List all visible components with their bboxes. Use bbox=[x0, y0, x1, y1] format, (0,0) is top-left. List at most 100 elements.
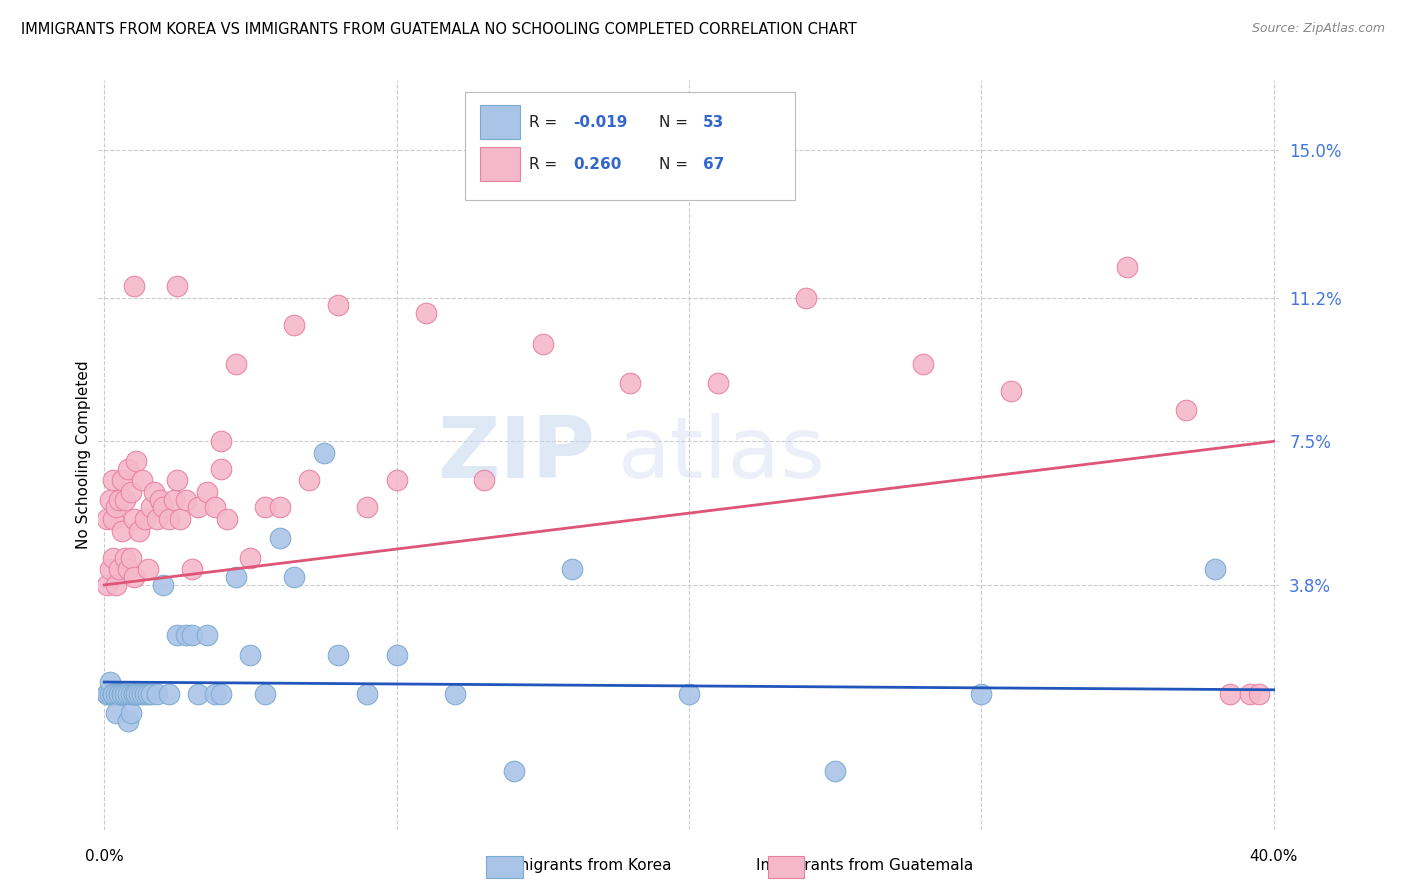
Point bbox=[108, 562, 131, 576]
Point bbox=[356, 500, 378, 515]
Point bbox=[117, 461, 139, 475]
Point bbox=[117, 714, 139, 728]
Point bbox=[101, 512, 124, 526]
Point bbox=[146, 512, 169, 526]
Point bbox=[312, 446, 335, 460]
Point bbox=[122, 687, 145, 701]
Point bbox=[128, 687, 150, 701]
Point bbox=[114, 687, 136, 701]
Point bbox=[1219, 687, 1241, 701]
Point bbox=[1116, 260, 1139, 274]
Point bbox=[225, 357, 247, 371]
Point bbox=[120, 706, 142, 720]
Point bbox=[108, 492, 131, 507]
Point bbox=[1000, 384, 1022, 398]
Point bbox=[157, 512, 180, 526]
Point bbox=[415, 306, 437, 320]
Point bbox=[149, 492, 172, 507]
Point bbox=[122, 512, 145, 526]
Point bbox=[134, 512, 156, 526]
Text: atlas: atlas bbox=[619, 413, 827, 497]
Point bbox=[166, 628, 188, 642]
Point bbox=[120, 484, 142, 499]
Text: ZIP: ZIP bbox=[437, 413, 595, 497]
Point bbox=[239, 648, 262, 662]
Point bbox=[114, 492, 136, 507]
Text: IMMIGRANTS FROM KOREA VS IMMIGRANTS FROM GUATEMALA NO SCHOOLING COMPLETED CORREL: IMMIGRANTS FROM KOREA VS IMMIGRANTS FROM… bbox=[21, 22, 856, 37]
Point bbox=[125, 454, 148, 468]
Point bbox=[174, 492, 197, 507]
Point bbox=[125, 687, 148, 701]
Point bbox=[209, 434, 232, 449]
Point bbox=[131, 473, 153, 487]
Text: Immigrants from Guatemala: Immigrants from Guatemala bbox=[756, 858, 973, 872]
Point bbox=[1204, 562, 1226, 576]
Point bbox=[98, 492, 121, 507]
Point bbox=[96, 512, 118, 526]
Point bbox=[114, 687, 136, 701]
Point bbox=[96, 687, 118, 701]
Point bbox=[117, 687, 139, 701]
Point bbox=[911, 357, 934, 371]
Point bbox=[187, 500, 209, 515]
Point bbox=[561, 562, 583, 576]
Point bbox=[181, 562, 204, 576]
Point bbox=[254, 687, 277, 701]
Point bbox=[136, 687, 159, 701]
Point bbox=[104, 500, 127, 515]
Text: N =: N = bbox=[659, 115, 693, 129]
Point bbox=[1239, 687, 1261, 701]
Point bbox=[239, 550, 262, 565]
Point bbox=[122, 570, 145, 584]
Point bbox=[215, 512, 238, 526]
Point bbox=[166, 279, 188, 293]
Point bbox=[283, 570, 305, 584]
Point bbox=[970, 687, 993, 701]
Point bbox=[131, 687, 153, 701]
Point bbox=[326, 648, 349, 662]
Point bbox=[181, 628, 204, 642]
Text: N =: N = bbox=[659, 157, 693, 171]
Point bbox=[96, 687, 118, 701]
Point bbox=[96, 578, 118, 592]
Point bbox=[111, 687, 134, 701]
Point bbox=[117, 562, 139, 576]
Point bbox=[195, 484, 218, 499]
Point bbox=[101, 473, 124, 487]
Text: -0.019: -0.019 bbox=[574, 115, 627, 129]
Point bbox=[385, 648, 408, 662]
Point bbox=[356, 687, 378, 701]
Point bbox=[146, 687, 169, 701]
Point bbox=[1247, 687, 1270, 701]
Point bbox=[269, 500, 291, 515]
FancyBboxPatch shape bbox=[464, 92, 796, 200]
Point bbox=[385, 473, 408, 487]
Point bbox=[444, 687, 467, 701]
FancyBboxPatch shape bbox=[479, 147, 520, 181]
Point bbox=[101, 687, 124, 701]
Point bbox=[139, 687, 162, 701]
Text: 67: 67 bbox=[703, 157, 724, 171]
Point bbox=[794, 291, 817, 305]
Point bbox=[134, 687, 156, 701]
Point bbox=[122, 687, 145, 701]
Point bbox=[169, 512, 191, 526]
Point bbox=[157, 687, 180, 701]
Point bbox=[101, 550, 124, 565]
Point bbox=[101, 687, 124, 701]
Text: Source: ZipAtlas.com: Source: ZipAtlas.com bbox=[1251, 22, 1385, 36]
Point bbox=[122, 279, 145, 293]
Point bbox=[204, 687, 226, 701]
Point bbox=[120, 550, 142, 565]
Point bbox=[195, 628, 218, 642]
Text: Immigrants from Korea: Immigrants from Korea bbox=[495, 858, 672, 872]
Point bbox=[166, 473, 188, 487]
Point bbox=[152, 578, 174, 592]
Point bbox=[502, 764, 524, 779]
Point bbox=[1174, 403, 1197, 417]
Point bbox=[326, 298, 349, 312]
Text: R =: R = bbox=[530, 115, 562, 129]
FancyBboxPatch shape bbox=[479, 105, 520, 139]
Point bbox=[104, 578, 127, 592]
Text: 53: 53 bbox=[703, 115, 724, 129]
